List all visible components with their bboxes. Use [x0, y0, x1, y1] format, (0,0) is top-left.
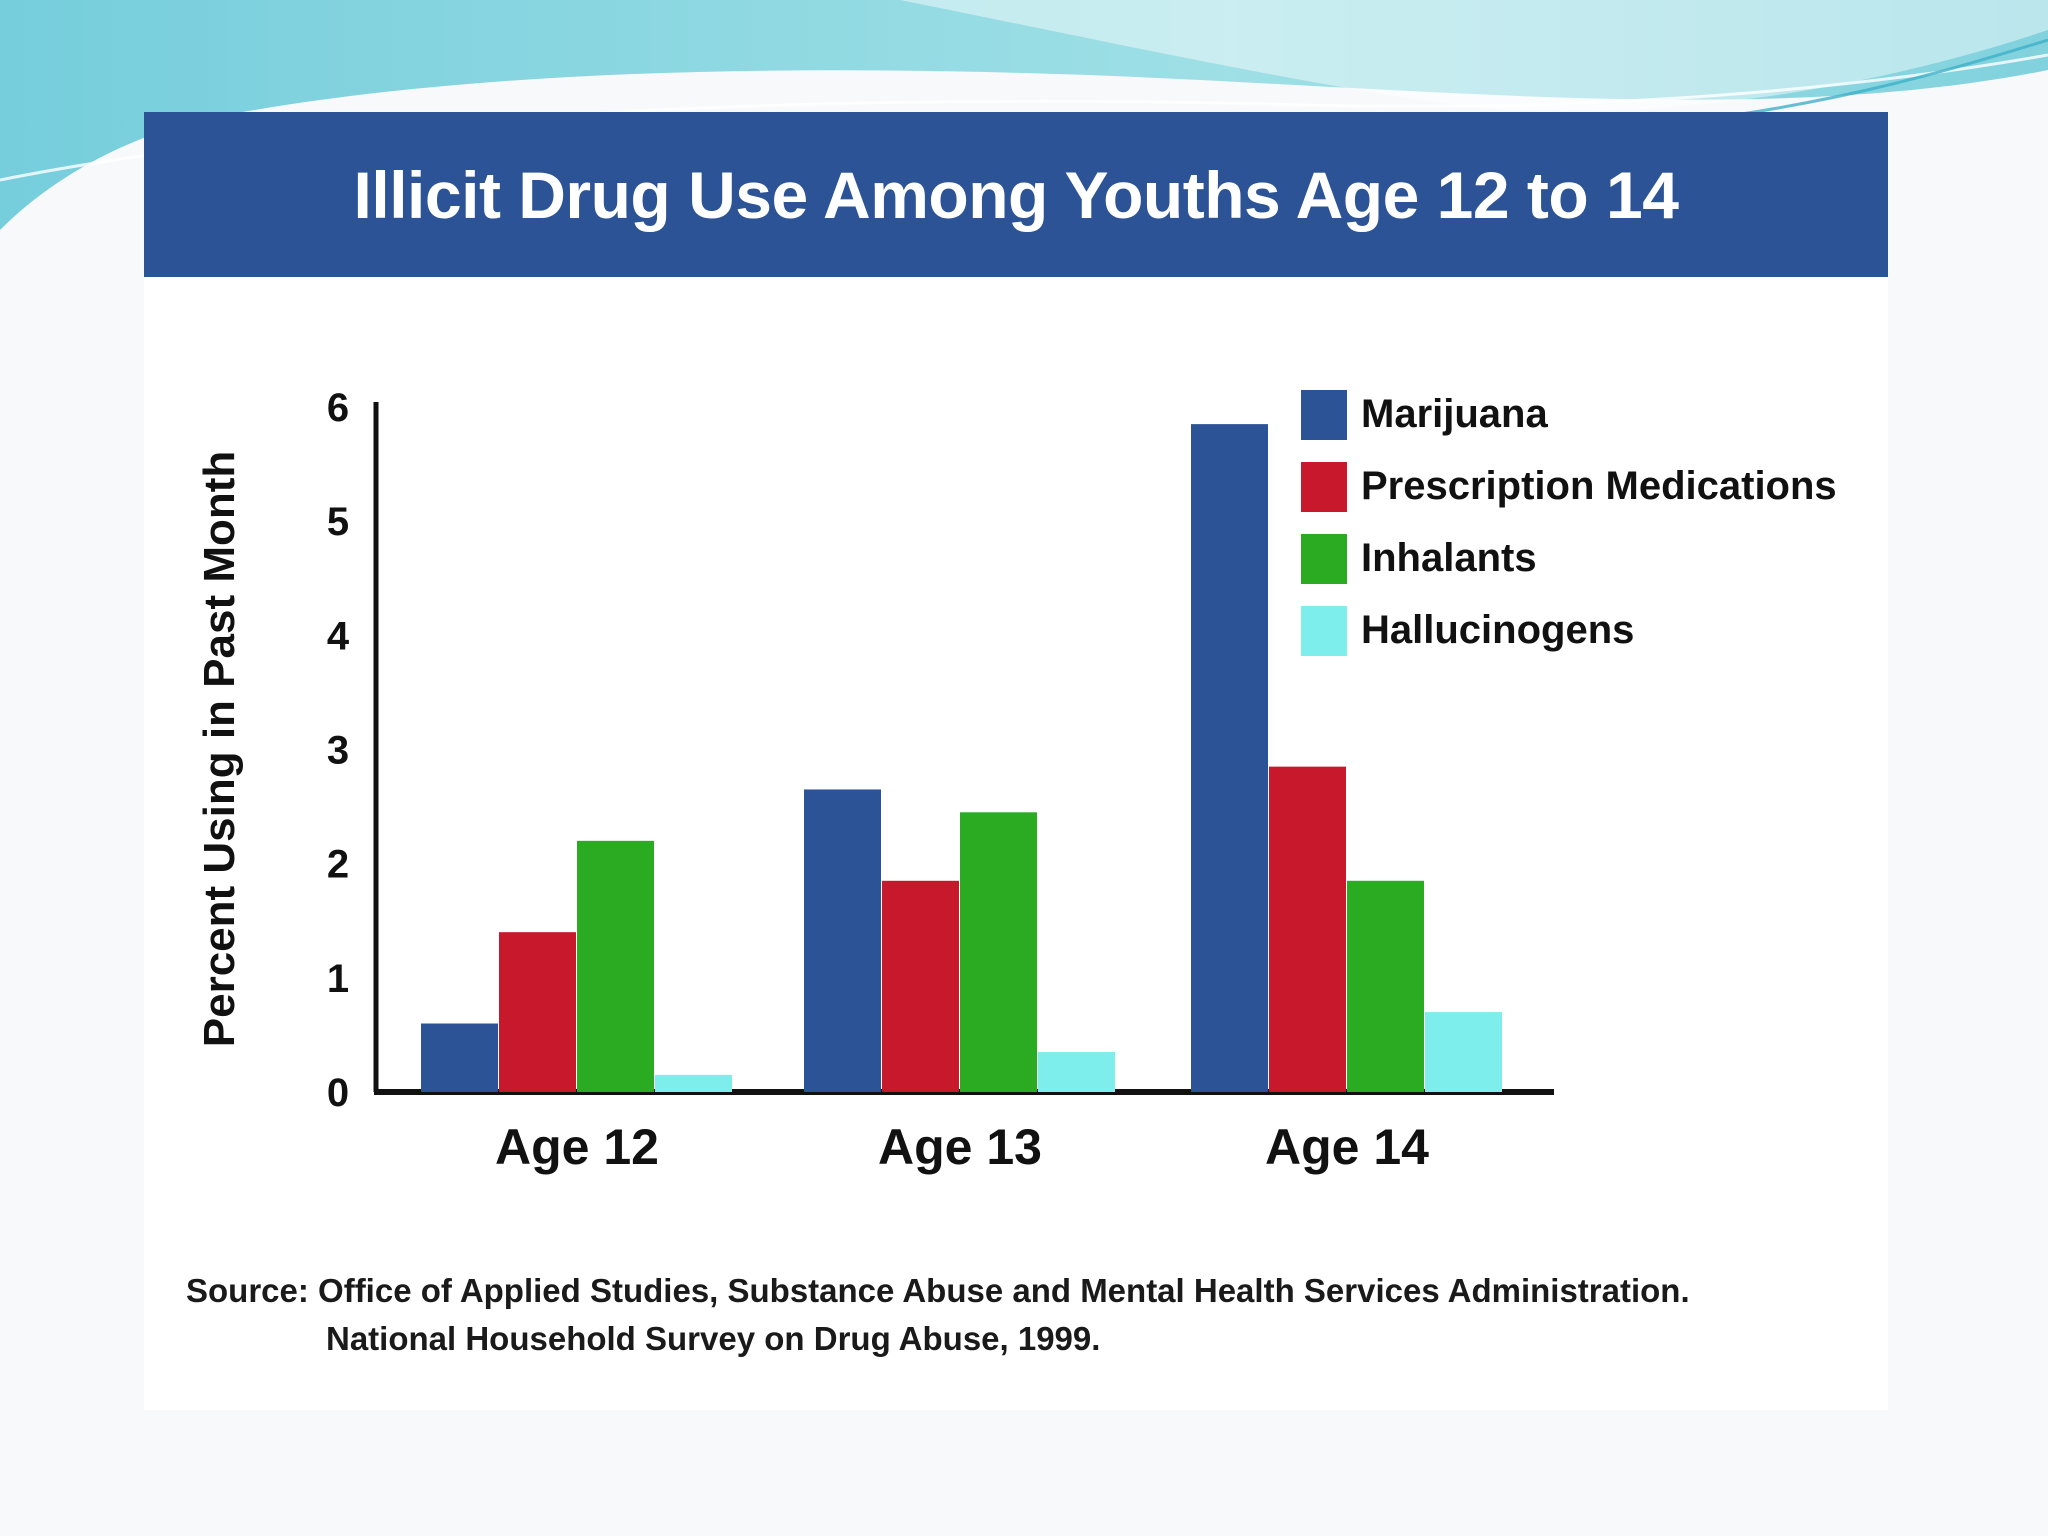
bar-prescription-medications-age-12 — [499, 932, 576, 1092]
bar-marijuana-age-14 — [1191, 424, 1268, 1092]
y-tick-label: 4 — [327, 614, 350, 658]
y-axis-title: Percent Using in Past Month — [195, 451, 244, 1048]
chart-panel: 0 1 2 3 4 5 6 Percent Using in Past Month Age 12… — [144, 277, 1888, 1410]
y-tick-label: 6 — [327, 386, 349, 430]
bar-hallucinogens-age-12 — [655, 1074, 732, 1092]
y-tick-label: 5 — [327, 500, 349, 544]
bar-chart: 0 1 2 3 4 5 6 Percent Using in Past Month Age 12… — [195, 386, 1837, 1175]
bar-marijuana-age-13 — [804, 789, 881, 1092]
bar-hallucinogens-age-14 — [1425, 1012, 1502, 1092]
bar-prescription-medications-age-14 — [1269, 766, 1346, 1092]
x-tick-label: Age 14 — [1265, 1119, 1429, 1175]
bar-hallucinogens-age-13 — [1038, 1052, 1115, 1092]
slide-title: Illicit Drug Use Among Youths Age 12 to … — [353, 157, 1679, 232]
bar-prescription-medications-age-13 — [882, 880, 959, 1092]
bar-inhalants-age-12 — [577, 840, 654, 1092]
legend-label: Hallucinogens — [1361, 608, 1634, 652]
y-tick-label: 1 — [327, 957, 349, 1001]
x-tick-label: Age 13 — [878, 1119, 1042, 1175]
y-tick-label: 0 — [327, 1071, 349, 1115]
legend-swatch — [1301, 462, 1347, 512]
bar-marijuana-age-12 — [421, 1023, 498, 1092]
legend-label: Prescription Medications — [1361, 464, 1837, 508]
legend-label: Inhalants — [1361, 536, 1537, 580]
source-citation: Source: Office of Applied Studies, Subst… — [186, 1272, 1690, 1309]
y-tick-label: 3 — [327, 729, 349, 773]
source-citation-continued: National Household Survey on Drug Abuse,… — [326, 1320, 1101, 1357]
legend-label: Marijuana — [1361, 392, 1548, 436]
x-tick-label: Age 12 — [495, 1119, 659, 1175]
y-tick-label: 2 — [327, 843, 349, 887]
legend-swatch — [1301, 606, 1347, 656]
bar-inhalants-age-13 — [960, 812, 1037, 1092]
legend-swatch — [1301, 534, 1347, 584]
title-bar: Illicit Drug Use Among Youths Age 12 to … — [144, 112, 1888, 277]
bar-inhalants-age-14 — [1347, 880, 1424, 1092]
legend-swatch — [1301, 390, 1347, 440]
